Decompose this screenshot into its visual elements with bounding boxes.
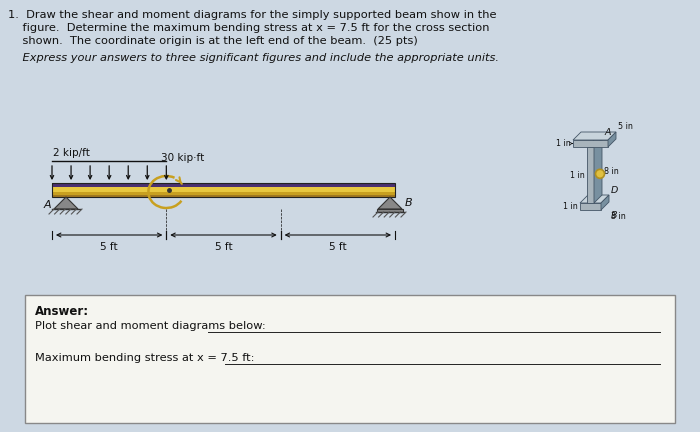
- Text: Express your answers to three significant figures and include the appropriate un: Express your answers to three significan…: [8, 53, 499, 63]
- Text: B: B: [611, 211, 617, 220]
- Polygon shape: [608, 132, 616, 147]
- Polygon shape: [594, 139, 602, 203]
- Bar: [377, 209, 403, 212]
- Polygon shape: [601, 195, 609, 210]
- Polygon shape: [573, 132, 616, 140]
- Polygon shape: [378, 197, 402, 209]
- Bar: [52, 192, 395, 197]
- Text: Maximum bending stress at x = 7.5 ft:: Maximum bending stress at x = 7.5 ft:: [35, 353, 255, 363]
- Text: 5 ft: 5 ft: [215, 242, 232, 252]
- Text: 3 in: 3 in: [611, 212, 626, 221]
- Text: figure.  Determine the maximum bending stress at x = 7.5 ft for the cross sectio: figure. Determine the maximum bending st…: [8, 23, 489, 33]
- Text: 2 kip/ft: 2 kip/ft: [53, 148, 90, 158]
- Text: Plot shear and moment diagrams below:: Plot shear and moment diagrams below:: [35, 321, 266, 331]
- Polygon shape: [580, 203, 601, 210]
- Bar: [52, 183, 395, 187]
- Text: 30 kip·ft: 30 kip·ft: [161, 153, 204, 163]
- Text: 5 in: 5 in: [618, 122, 633, 131]
- Text: A: A: [43, 200, 51, 210]
- Polygon shape: [587, 147, 594, 203]
- Text: D: D: [611, 186, 618, 195]
- Polygon shape: [580, 195, 609, 203]
- Text: 5 ft: 5 ft: [100, 242, 118, 252]
- Bar: [52, 195, 395, 197]
- Text: A: A: [604, 128, 610, 137]
- Circle shape: [596, 169, 605, 178]
- Text: B: B: [405, 198, 412, 208]
- Text: 1 in: 1 in: [556, 139, 571, 148]
- Text: 8 in: 8 in: [604, 166, 619, 175]
- Polygon shape: [54, 197, 78, 209]
- Bar: [52, 187, 395, 192]
- Text: 1.  Draw the shear and moment diagrams for the simply supported beam show in the: 1. Draw the shear and moment diagrams fo…: [8, 10, 496, 20]
- Text: 5 ft: 5 ft: [329, 242, 346, 252]
- Polygon shape: [587, 139, 602, 147]
- Text: 1 in: 1 in: [570, 171, 585, 180]
- Bar: [52, 183, 395, 197]
- Text: shown.  The coordinate origin is at the left end of the beam.  (25 pts): shown. The coordinate origin is at the l…: [8, 36, 418, 46]
- Polygon shape: [573, 140, 608, 147]
- Text: Answer:: Answer:: [35, 305, 89, 318]
- Bar: [25, 295, 675, 423]
- Text: 1 in: 1 in: [564, 202, 578, 211]
